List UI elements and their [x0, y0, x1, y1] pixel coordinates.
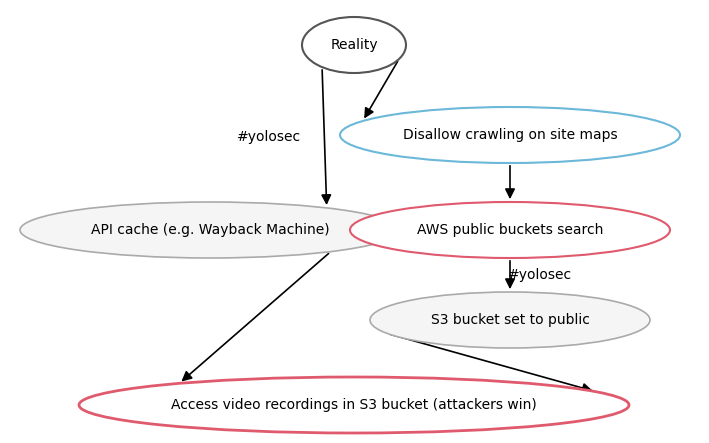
- Text: #yolosec: #yolosec: [508, 268, 572, 282]
- Ellipse shape: [370, 292, 650, 348]
- Text: Access video recordings in S3 bucket (attackers win): Access video recordings in S3 bucket (at…: [171, 398, 537, 412]
- Ellipse shape: [79, 377, 629, 433]
- Text: Disallow crawling on site maps: Disallow crawling on site maps: [403, 128, 618, 142]
- Text: #yolosec: #yolosec: [238, 131, 301, 144]
- Ellipse shape: [302, 17, 406, 73]
- Ellipse shape: [350, 202, 670, 258]
- Text: S3 bucket set to public: S3 bucket set to public: [430, 313, 589, 327]
- Text: AWS public buckets search: AWS public buckets search: [417, 223, 603, 237]
- Ellipse shape: [20, 202, 400, 258]
- Text: API cache (e.g. Wayback Machine): API cache (e.g. Wayback Machine): [91, 223, 329, 237]
- Text: Reality: Reality: [330, 38, 378, 52]
- Ellipse shape: [340, 107, 680, 163]
